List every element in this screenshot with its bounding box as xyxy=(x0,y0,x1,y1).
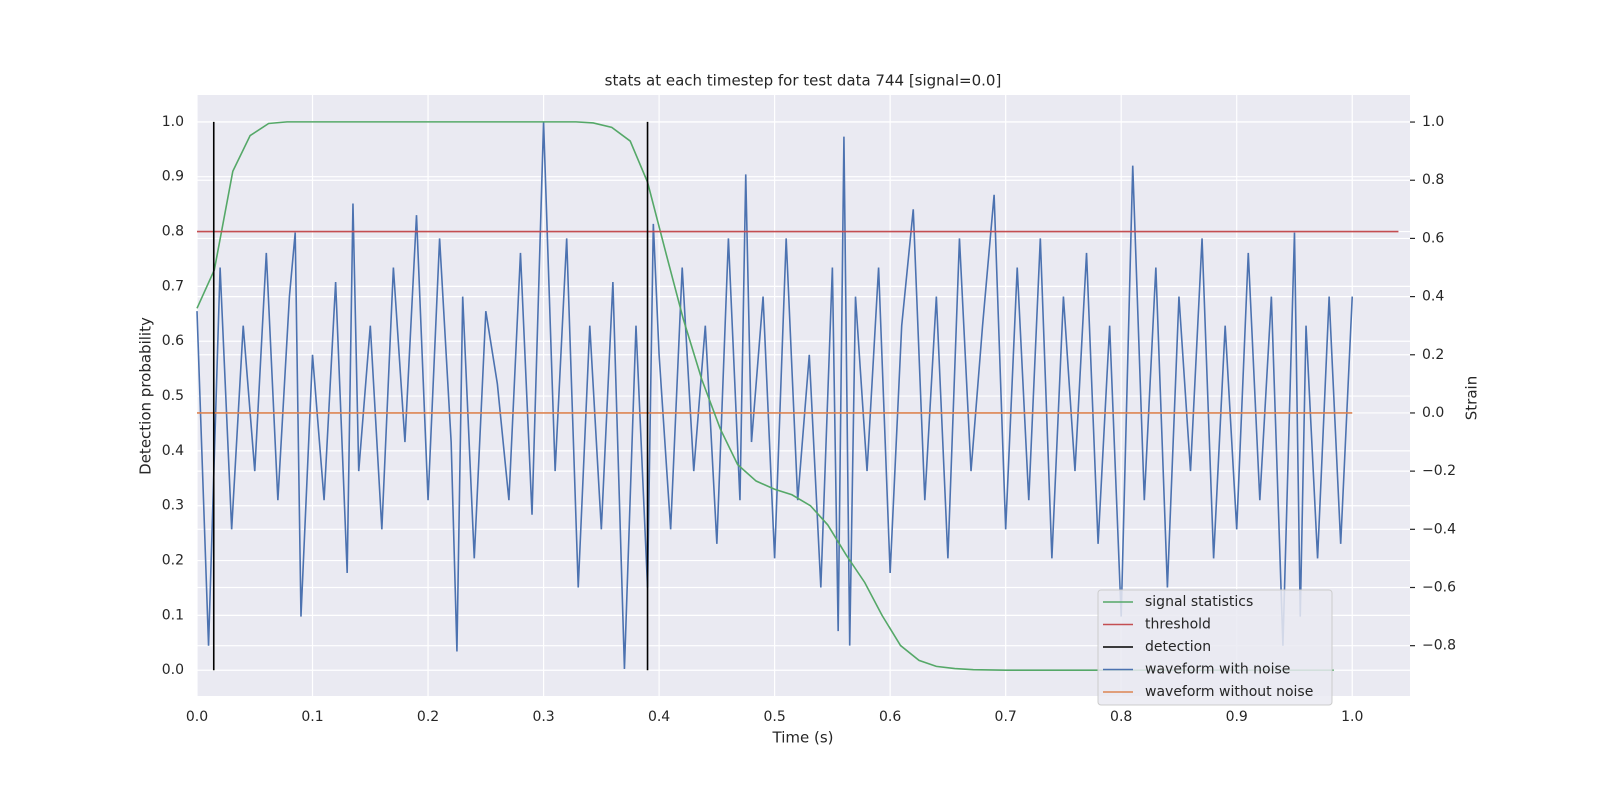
x-tick-label: 0.1 xyxy=(301,709,323,725)
x-tick-label: 0.5 xyxy=(763,709,785,725)
y-tick-label: 0.2 xyxy=(162,553,184,569)
y2-tick-label: 1.0 xyxy=(1422,114,1444,130)
series-line xyxy=(212,121,649,671)
x-tick-label: 0.4 xyxy=(648,709,670,725)
x-tick-label: 0.0 xyxy=(186,709,208,725)
y2-tick-label: −0.2 xyxy=(1422,463,1456,479)
legend-label: detection xyxy=(1145,639,1211,655)
chart-title: stats at each timestep for test data 744… xyxy=(605,72,1002,90)
y-tick-label: 0.9 xyxy=(162,169,184,185)
legend: signal statistics threshold detection wavef… xyxy=(1097,589,1333,706)
x-tick-label: 0.9 xyxy=(1226,709,1248,725)
x-tick-label: 0.8 xyxy=(1110,709,1132,725)
y-tick-label: 0.4 xyxy=(162,443,184,459)
y-tick-label: 0.5 xyxy=(162,388,184,404)
y-tick-label: 0.1 xyxy=(162,607,184,623)
y2-tick-label: 0.2 xyxy=(1422,347,1444,363)
y-axis-label: Detection probability xyxy=(137,317,155,475)
x-tick-label: 0.2 xyxy=(417,709,439,725)
legend-box xyxy=(1097,589,1333,706)
legend-label: waveform with noise xyxy=(1145,662,1290,678)
x-tick-label: 0.6 xyxy=(879,709,901,725)
y2-tick-label: 0.6 xyxy=(1422,230,1444,246)
series-line xyxy=(196,122,1354,669)
marks xyxy=(196,121,1399,672)
y2-tick-label: −0.8 xyxy=(1422,638,1456,654)
y2-tick-label: 0.0 xyxy=(1422,405,1444,421)
legend-label: waveform without noise xyxy=(1145,684,1313,700)
y-tick-label: 0.7 xyxy=(162,278,184,294)
y2-tick-label: 0.8 xyxy=(1422,172,1444,188)
x-tick-label: 0.3 xyxy=(532,709,554,725)
x-axis-label: Time (s) xyxy=(772,729,834,747)
x-tick-label: 0.7 xyxy=(995,709,1017,725)
y2-tick-label: 0.4 xyxy=(1422,289,1444,305)
y-tick-label: 0.8 xyxy=(162,224,184,240)
y-tick-label: 0.3 xyxy=(162,498,184,514)
series-line xyxy=(196,121,1334,672)
y2-tick-label: −0.6 xyxy=(1422,579,1456,595)
labels: 0.0 0.1 0.2 0.3 0.4 0.5 0.6 0.7 0.8 0.9 1.0 0.0 0.1 0… xyxy=(162,114,1456,725)
y-tick-label: 0.6 xyxy=(162,333,184,349)
x-tick-label: 1.0 xyxy=(1341,709,1363,725)
legend-label: signal statistics xyxy=(1145,594,1253,610)
y2-tick-label: −0.4 xyxy=(1422,521,1456,537)
y2-axis-label: Strain xyxy=(1463,376,1481,420)
y-tick-label: 0.0 xyxy=(162,662,184,678)
y-tick-label: 1.0 xyxy=(162,114,184,130)
legend-label: threshold xyxy=(1145,617,1211,633)
